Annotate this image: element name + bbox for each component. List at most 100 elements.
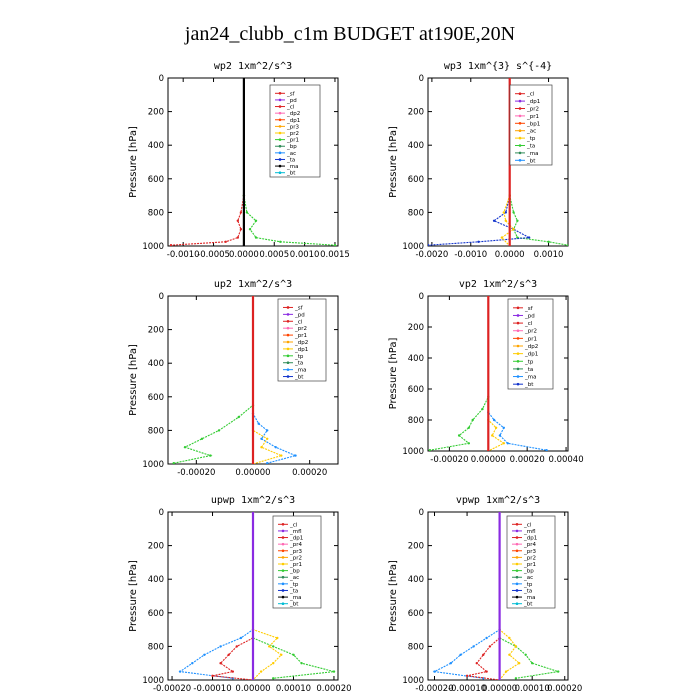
- legend-entry: _cl: [524, 321, 533, 327]
- legend-marker: [515, 523, 519, 526]
- series-point: [502, 211, 505, 214]
- legend-marker: [515, 542, 519, 546]
- y-tick-label: 600: [148, 393, 164, 403]
- x-tick-label: 0.0000: [495, 250, 525, 260]
- legend-entry: _ta: [526, 144, 535, 150]
- y-tick-label: 600: [408, 609, 424, 619]
- series-line: [466, 512, 501, 680]
- y-tick-label: 1000: [142, 676, 164, 686]
- legend-marker: [515, 602, 519, 605]
- legend-entry: _cl: [289, 522, 298, 528]
- legend-entry: _ac: [286, 151, 296, 157]
- x-tick-label: -0.00010: [448, 684, 486, 694]
- series-point: [172, 462, 175, 464]
- y-tick-label: 1000: [402, 447, 424, 457]
- y-tick-label: 400: [408, 354, 424, 364]
- series-line: [212, 512, 254, 680]
- legend-entry: _pr1: [523, 562, 536, 568]
- series-line: [170, 78, 245, 246]
- y-tick-label: 200: [148, 542, 164, 552]
- legend-entry: _ac: [289, 575, 299, 581]
- series-point: [508, 244, 511, 246]
- series-point: [557, 670, 560, 673]
- series-point: [251, 678, 255, 680]
- legend-marker: [516, 352, 520, 355]
- x-tick-label: -0.00020: [430, 455, 468, 465]
- series-point: [236, 236, 239, 239]
- y-axis-label: Pressure [hPa]: [388, 126, 399, 198]
- series-point: [465, 674, 469, 677]
- legend-marker: [281, 602, 285, 605]
- series-point: [498, 678, 501, 680]
- legend-marker: [518, 92, 522, 95]
- x-tick-label: -0.0010: [454, 250, 487, 260]
- y-tick-label: 800: [148, 426, 164, 436]
- legend-entry: _bt: [523, 602, 533, 608]
- x-tick-label: 0.00010: [515, 684, 550, 694]
- x-tick-label: 0.00000: [235, 684, 270, 694]
- legend-entry: _bt: [524, 382, 534, 388]
- legend-entry: _pr1: [294, 333, 307, 339]
- legend-marker: [516, 314, 520, 317]
- legend-marker: [515, 595, 519, 599]
- x-tick-label: -0.00020: [415, 684, 453, 694]
- legend-marker: [281, 542, 285, 546]
- series-point: [472, 645, 475, 648]
- legend-marker: [518, 122, 522, 125]
- series-point: [333, 244, 337, 246]
- series-point: [276, 636, 279, 640]
- y-tick-label: 800: [408, 642, 424, 652]
- series-point: [527, 236, 531, 239]
- legend-marker: [515, 529, 519, 533]
- legend-marker: [518, 136, 522, 140]
- legend-entry: _dp1: [294, 347, 308, 353]
- series-point: [566, 244, 568, 246]
- x-tick-label: 0.0010: [534, 250, 564, 260]
- series-point: [266, 429, 269, 432]
- legend-entry: _dp1: [524, 352, 538, 358]
- series-point: [428, 244, 430, 246]
- chart-panel-4: vp2 1xm^2/s^3 Pressure [hPa] 0 200 400 600 800…: [388, 279, 584, 465]
- series-line: [432, 512, 501, 679]
- series-point: [488, 645, 492, 648]
- series-point: [209, 454, 212, 457]
- series-point: [514, 677, 518, 680]
- legend-marker: [286, 347, 290, 351]
- legend-marker: [281, 582, 285, 586]
- legend-marker: [515, 582, 519, 586]
- series-point: [280, 653, 283, 656]
- series-point: [217, 429, 221, 432]
- legend-marker: [278, 98, 282, 102]
- legend-box: [277, 298, 327, 382]
- series-point: [266, 462, 269, 464]
- legend-marker: [515, 549, 519, 553]
- legend-marker: [515, 536, 519, 539]
- legend-marker: [518, 151, 522, 155]
- legend-marker: [515, 556, 519, 559]
- chart-panel-5: upwp 1xm^2/s^3 Pressure [hPa] 0 200 400 600 80…: [128, 495, 352, 694]
- series-point: [514, 645, 518, 648]
- x-tick-label: 0.00000: [471, 455, 506, 465]
- series-point: [498, 434, 502, 437]
- panel-title: wp3 1xm^{3} s^{-4}: [444, 61, 552, 72]
- y-tick-label: 0: [159, 292, 164, 302]
- series-point: [294, 454, 297, 457]
- series-point: [224, 240, 227, 243]
- y-tick-label: 800: [408, 416, 424, 426]
- series-point: [471, 418, 474, 422]
- legend-entry: _pr1: [526, 114, 539, 120]
- series-point: [272, 645, 275, 648]
- legend-entry: _ma: [526, 151, 538, 157]
- legend-entry: _ma: [524, 375, 536, 381]
- legend-marker: [518, 107, 522, 110]
- legend-marker: [278, 105, 282, 108]
- legend-marker: [278, 144, 282, 148]
- y-tick-label: 1000: [142, 242, 164, 252]
- series-point: [272, 677, 275, 680]
- series-point: [211, 674, 214, 677]
- x-tick-label: -0.0005: [197, 250, 230, 260]
- y-tick-label: 600: [148, 175, 164, 185]
- series-point: [239, 636, 243, 640]
- plot-frame: [427, 511, 569, 681]
- panel-title: up2 1xm^2/s^3: [214, 279, 292, 290]
